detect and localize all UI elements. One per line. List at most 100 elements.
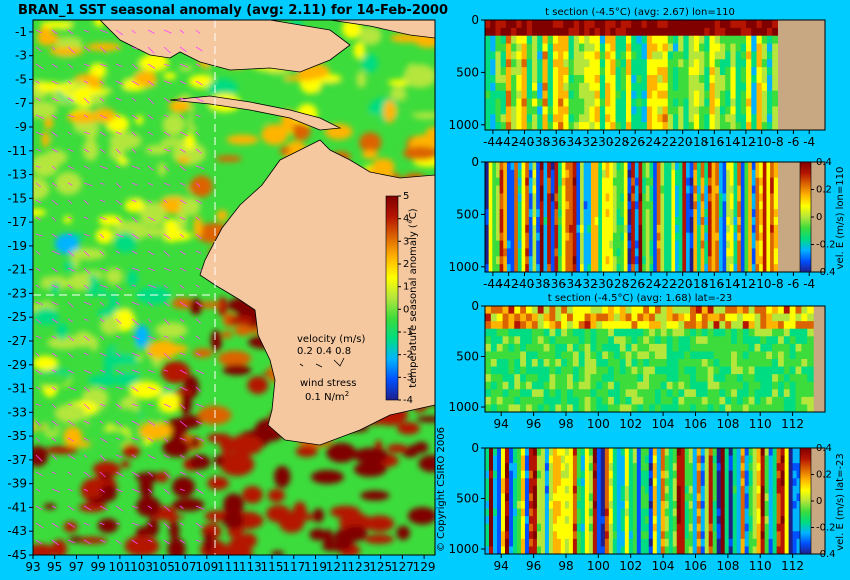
section-cell — [740, 217, 746, 226]
section-cell — [720, 455, 726, 464]
velocity-arrow — [115, 284, 123, 291]
section-cell — [568, 67, 575, 76]
velocity-arrow — [99, 148, 106, 154]
section-cell — [704, 20, 711, 29]
section-cell — [587, 193, 592, 202]
section-cell — [589, 67, 596, 76]
section-cell — [646, 75, 653, 84]
section-cell — [609, 201, 614, 210]
section-cell — [511, 59, 517, 68]
section-cell — [543, 240, 548, 250]
section-cell — [772, 313, 779, 322]
x-tick-label: -20 — [673, 277, 693, 291]
section-cell — [508, 321, 515, 330]
section-cell — [536, 470, 542, 479]
section-cell — [656, 463, 662, 472]
section-cell — [572, 538, 578, 548]
section-cell — [580, 501, 586, 510]
section-cell — [565, 256, 570, 265]
section-cell — [612, 256, 618, 265]
section-cell — [740, 82, 747, 92]
section-cell — [740, 185, 746, 195]
section-cell — [784, 508, 790, 517]
section-cell — [608, 381, 615, 390]
velocity-arrow — [51, 29, 58, 35]
section-cell — [506, 162, 512, 171]
section-cell — [560, 470, 566, 479]
section-cell — [755, 193, 760, 202]
section-cell — [485, 209, 490, 218]
section-cell — [755, 201, 760, 210]
section-cell — [713, 359, 720, 368]
section-cell — [773, 169, 778, 179]
section-cell — [532, 463, 538, 472]
section-cell — [696, 493, 702, 502]
section-cell — [680, 463, 686, 472]
map-cell — [100, 43, 113, 52]
x-tick-label: -42 — [499, 135, 519, 149]
section-cell — [666, 313, 674, 322]
section-cell — [732, 493, 738, 502]
section-cell — [692, 493, 698, 502]
velocity-arrow — [115, 97, 122, 101]
section-cell — [499, 185, 504, 195]
section-cell — [772, 448, 778, 457]
section-cell — [643, 343, 650, 353]
section-cell — [508, 463, 514, 472]
section-cell — [667, 162, 672, 171]
section-cell — [675, 256, 680, 265]
section-cell — [594, 201, 599, 210]
velocity-arrow — [35, 29, 42, 34]
section-cell — [609, 162, 614, 171]
section-cell — [572, 359, 580, 368]
velocity-arrow — [115, 216, 123, 223]
section-cell — [657, 98, 664, 108]
section-cell — [801, 381, 808, 390]
velocity-arrow — [163, 488, 171, 495]
section-cell — [784, 493, 790, 502]
section-cell — [624, 501, 630, 510]
section-cell — [672, 523, 678, 532]
section-cell — [711, 193, 716, 202]
y-tick-label: 1000 — [448, 260, 479, 274]
map-cell — [105, 268, 123, 285]
section-cell — [648, 538, 654, 548]
section-cell — [490, 381, 498, 390]
section-cell — [664, 455, 670, 464]
section-cell — [495, 67, 502, 76]
section-cell — [627, 256, 632, 265]
y-tick-label: -43 — [7, 524, 27, 538]
section-cell — [664, 177, 669, 187]
section-cell — [628, 455, 634, 464]
section-cell — [766, 404, 773, 412]
section-cell — [596, 328, 603, 337]
section-cell — [490, 82, 497, 92]
section-cell — [584, 90, 591, 100]
temp-section-lon110 — [485, 20, 825, 130]
section-cell — [645, 209, 651, 218]
section-cell — [602, 336, 609, 345]
section-cell — [638, 169, 643, 179]
section-cell — [526, 67, 533, 76]
section-cell — [696, 501, 702, 510]
section-cell — [532, 201, 537, 210]
section-cell — [649, 313, 656, 322]
section-cell — [666, 343, 674, 353]
velocity-arrow — [179, 301, 188, 308]
section-cell — [701, 321, 709, 330]
section-cell — [548, 538, 554, 548]
section-cell — [801, 389, 808, 398]
section-cell — [752, 463, 758, 472]
section-cell — [578, 374, 586, 383]
section-cell — [712, 463, 718, 472]
velocity-arrow — [51, 182, 58, 187]
section-cell — [536, 485, 542, 495]
section-cell — [602, 306, 609, 315]
section-cell — [590, 381, 597, 390]
section-cell — [748, 404, 756, 412]
section-cell — [773, 240, 778, 250]
section-cell — [631, 185, 636, 195]
section-cell — [751, 232, 757, 242]
section-cell — [656, 217, 662, 226]
section-cell — [526, 90, 533, 100]
